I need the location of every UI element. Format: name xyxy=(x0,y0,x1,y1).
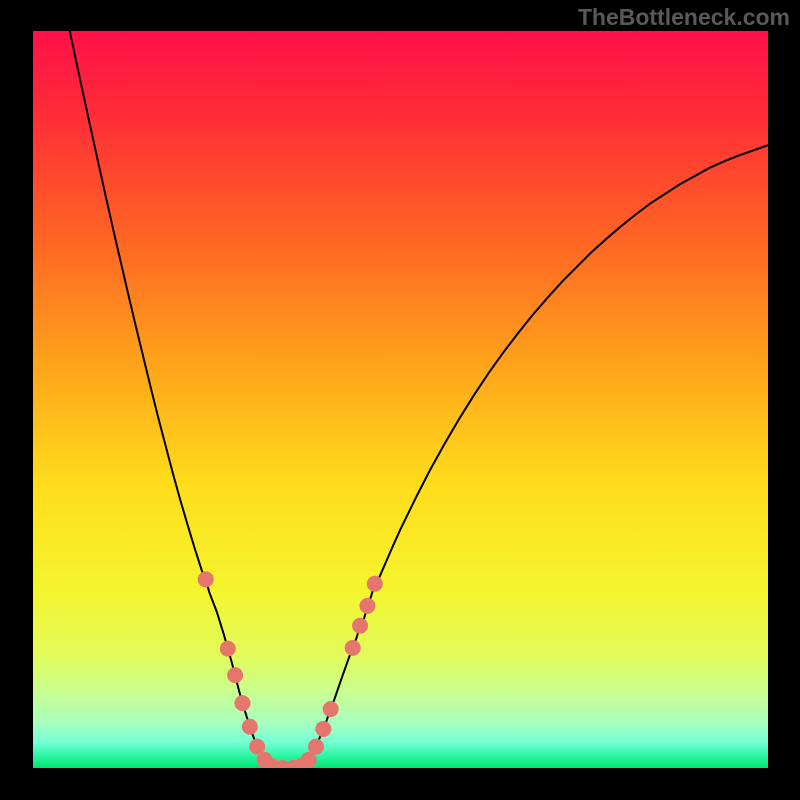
data-marker xyxy=(352,618,368,634)
outer-frame: TheBottleneck.com xyxy=(0,0,800,800)
data-marker xyxy=(359,598,375,614)
data-marker xyxy=(308,739,324,755)
data-marker xyxy=(242,719,258,735)
data-marker xyxy=(323,701,339,717)
gradient-background xyxy=(33,31,768,768)
data-marker xyxy=(345,640,361,656)
data-marker xyxy=(227,667,243,683)
data-marker xyxy=(198,571,214,587)
data-marker xyxy=(367,576,383,592)
data-marker xyxy=(220,641,236,657)
watermark-text: TheBottleneck.com xyxy=(578,4,790,31)
data-marker xyxy=(315,721,331,737)
data-marker xyxy=(234,695,250,711)
plot-area xyxy=(33,31,768,768)
chart-svg xyxy=(33,31,768,768)
